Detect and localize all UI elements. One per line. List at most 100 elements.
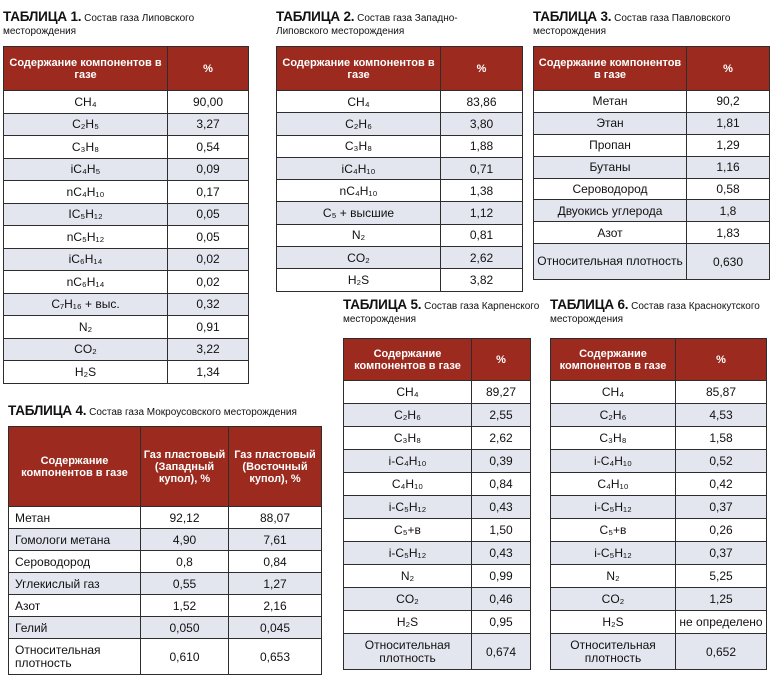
component-cell: CH₄ (343, 380, 472, 404)
value-cell: 1,58 (675, 426, 767, 450)
value-cell: 0,610 (140, 638, 229, 675)
table-row: Азот 1,83 (533, 221, 770, 245)
component-cell: C₇H₁₆ + выс. (3, 292, 168, 316)
value-cell: 85,87 (675, 380, 767, 404)
table-1-caption: ТАБЛИЦА 1. Состав газа Липовского местор… (3, 10, 248, 38)
value-cell: 88,07 (228, 506, 322, 529)
component-cell: C₃H₈ (550, 426, 676, 450)
table-row: Сероводород 0,8 0,84 (8, 550, 322, 573)
table-2-header-percent: % (440, 46, 523, 91)
component-cell: Азот (8, 594, 141, 617)
table-2-number: ТАБЛИЦА 2. (276, 9, 355, 24)
value-cell: 0,37 (675, 495, 767, 519)
component-cell: i-C₅H₁₂ (343, 541, 472, 565)
table-row: Гелий 0,050 0,045 (8, 616, 322, 639)
table-row: C₂H₆ 2,55 (343, 403, 531, 427)
value-cell: 0,02 (167, 270, 249, 294)
value-cell: 1,83 (686, 221, 770, 245)
table-4-number: ТАБЛИЦА 4. (8, 403, 87, 418)
table-row: H₂S 1,34 (3, 360, 249, 384)
table-row: Относительная плотность 0,610 0,653 (8, 638, 322, 675)
component-cell: C₃H₈ (343, 426, 472, 450)
value-cell: 0,674 (471, 633, 531, 670)
component-cell: nC₄H₁₀ (276, 179, 441, 203)
component-cell: Относительная плотность (343, 633, 472, 670)
table-row: N₂ 0,81 (276, 223, 523, 248)
value-cell: 90,00 (167, 90, 249, 114)
value-cell: 1,16 (686, 155, 770, 179)
component-cell: nC₅H₁₂ (3, 225, 168, 249)
value-cell: 0,8 (140, 550, 229, 573)
component-cell: CO₂ (343, 587, 472, 611)
component-cell: C₃H₈ (3, 135, 168, 159)
table-row: CO₂ 2,62 (276, 246, 523, 270)
table-row: Сероводород 0,58 (533, 177, 770, 201)
table-3-header-percent: % (686, 46, 770, 91)
table-row: C₄H₁₀ 0,84 (343, 472, 531, 496)
component-cell: iC₄H₅ (3, 157, 168, 181)
table-row: i-C₄H₁₀ 0,39 (343, 449, 531, 473)
component-cell: H₂S (343, 610, 472, 634)
value-cell: 0,58 (686, 177, 770, 201)
table-6: Содержание компонентов в газе % CH₄ 85,87… (550, 338, 767, 670)
component-cell: H₂S (3, 360, 168, 384)
table-3-caption: ТАБЛИЦА 3. Состав газа Павловского место… (533, 10, 769, 38)
table-row: C₅+в 0,26 (550, 518, 767, 542)
value-cell: 0,05 (167, 225, 249, 249)
component-cell: Сероводород (533, 177, 687, 201)
value-cell: 0,46 (471, 587, 531, 611)
component-cell: N₂ (3, 315, 168, 339)
table-row: Углекислый газ 0,55 1,27 (8, 572, 322, 595)
table-row: C₂H₅ 3,27 (3, 112, 249, 136)
value-cell: 0,050 (140, 616, 229, 639)
component-cell: Углекислый газ (8, 572, 141, 595)
component-cell: i-C₅H₁₂ (550, 541, 676, 565)
value-cell: 1,12 (440, 201, 523, 225)
value-cell: 0,81 (440, 223, 523, 248)
value-cell: 0,09 (167, 157, 249, 181)
table-row: H₂S не определено (550, 610, 767, 634)
component-cell: i-C₄H₁₀ (550, 449, 676, 473)
table-5-number: ТАБЛИЦА 5. (343, 297, 422, 312)
table-row: CH₄ 85,87 (550, 380, 767, 404)
component-cell: nC₄H₁₀ (3, 180, 168, 204)
value-cell: 0,95 (471, 610, 531, 634)
table-row: CO₂ 1,25 (550, 587, 767, 611)
component-cell: CH₄ (550, 380, 676, 404)
table-row: Этан 1,81 (533, 111, 770, 135)
value-cell: 0,653 (228, 638, 322, 675)
table-row: nC₅H₁₂ 0,05 (3, 225, 249, 249)
value-cell: 0,02 (167, 247, 249, 271)
table-5-header-percent: % (471, 338, 531, 381)
value-cell: 0,652 (675, 633, 767, 670)
table-row: C₃H₈ 0,54 (3, 135, 249, 159)
component-cell: H₂S (276, 268, 441, 292)
table-row: i-C₅H₁₂ 0,37 (550, 541, 767, 565)
table-1-header-component: Содержание компонентов в газе (3, 46, 168, 91)
value-cell: 4,53 (675, 403, 767, 427)
table-row: i-C₅H₁₂ 0,43 (343, 541, 531, 565)
component-cell: C₅+в (343, 518, 472, 542)
table-4-header-west: Газ пластовый (Западный купол), % (140, 426, 229, 507)
value-cell: 2,62 (471, 426, 531, 450)
table-row: iC₄H₅ 0,09 (3, 157, 249, 181)
value-cell: 0,05 (167, 202, 249, 226)
table-row: Бутаны 1,16 (533, 155, 770, 179)
component-cell: C₅+в (550, 518, 676, 542)
table-1-header-percent: % (167, 46, 249, 91)
table-row: i-C₅H₁₂ 0,43 (343, 495, 531, 519)
component-cell: nC₆H₁₄ (3, 270, 168, 294)
value-cell: 1,34 (167, 360, 249, 384)
table-2-title: Состав газа Западно-Липовского месторожд… (276, 13, 458, 37)
table-row: Относительная плотность 0,674 (343, 633, 531, 670)
table-row: CO₂ 0,46 (343, 587, 531, 611)
table-3-number: ТАБЛИЦА 3. (533, 9, 612, 24)
table-4-caption: ТАБЛИЦА 4. Состав газа Мокроусовского ме… (8, 404, 338, 419)
table-5-caption: ТАБЛИЦА 5. Состав газа Карпенского место… (343, 298, 543, 326)
table-row: nC₆H₁₄ 0,02 (3, 270, 249, 294)
value-cell: 0,32 (167, 292, 249, 316)
component-cell: N₂ (550, 564, 676, 588)
component-cell: C₄H₁₀ (550, 472, 676, 496)
table-6-number: ТАБЛИЦА 6. (550, 297, 629, 312)
component-cell: Азот (533, 221, 687, 245)
